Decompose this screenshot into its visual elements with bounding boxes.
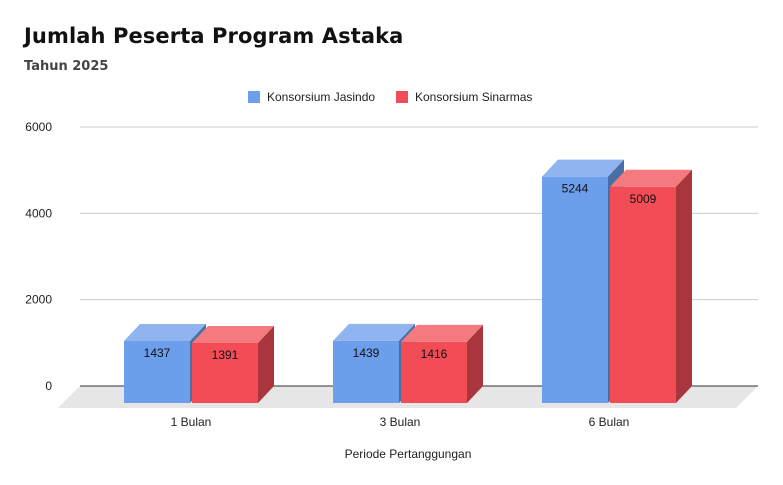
bar-top [333, 323, 415, 341]
bar-front [124, 340, 190, 403]
legend-swatch [248, 91, 260, 103]
data-label: 1437 [144, 346, 171, 360]
bar-side [258, 325, 274, 403]
x-tick-label: 6 Bulan [589, 415, 630, 429]
legend-label: Konsorsium Jasindo [267, 90, 375, 104]
bar-front [610, 186, 676, 403]
bar-top [192, 325, 274, 343]
data-label: 1391 [212, 348, 239, 362]
bar-top [401, 324, 483, 342]
bar-top [542, 159, 624, 177]
legend-swatch [396, 91, 408, 103]
chart-subtitle: Tahun 2025 [24, 59, 109, 74]
bar-front [401, 341, 467, 403]
data-label: 5244 [562, 182, 589, 196]
data-label: 1416 [421, 347, 448, 361]
y-tick-label: 4000 [25, 206, 52, 220]
x-axis-title: Periode Pertanggungan [345, 447, 472, 461]
x-tick-label: 3 Bulan [380, 415, 421, 429]
y-tick-label: 2000 [25, 293, 52, 307]
chart-title: Jumlah Peserta Program Astaka [24, 24, 404, 48]
y-tick-label: 0 [45, 379, 52, 393]
y-tick-label: 6000 [25, 120, 52, 134]
bar-front [192, 342, 258, 403]
data-label: 1439 [353, 346, 380, 360]
x-tick-label: 1 Bulan [171, 415, 212, 429]
bar-top [610, 169, 692, 187]
bar-front [542, 176, 608, 403]
bar-front [333, 340, 399, 403]
bar-side [676, 169, 692, 403]
data-label: 5009 [630, 192, 657, 206]
bar-top [124, 323, 206, 341]
legend-label: Konsorsium Sinarmas [415, 90, 532, 104]
bar-side [467, 324, 483, 403]
